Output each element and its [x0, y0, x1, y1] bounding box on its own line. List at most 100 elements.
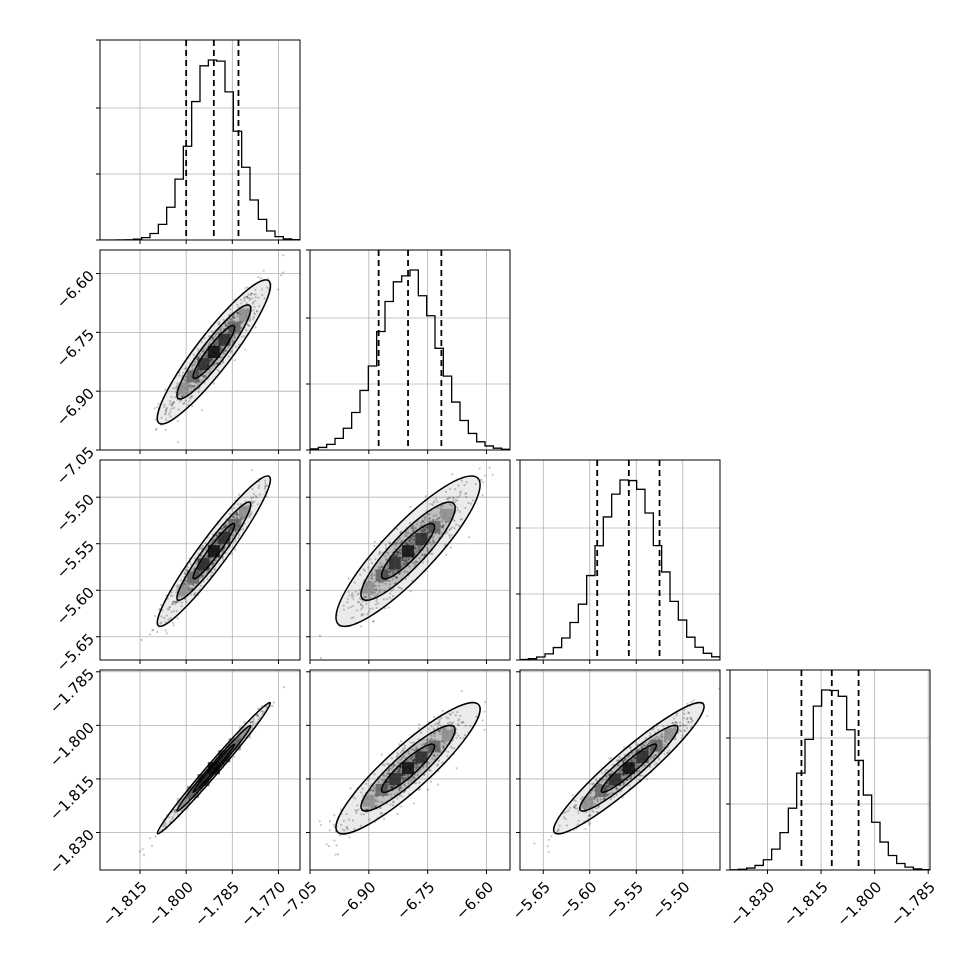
- scatter-point: [172, 610, 175, 613]
- scatter-point: [213, 343, 216, 347]
- scatter-point: [351, 592, 354, 595]
- scatter-point: [423, 553, 426, 557]
- scatter-point: [674, 721, 678, 724]
- scatter-point: [442, 746, 445, 749]
- scatter-point: [426, 526, 429, 529]
- scatter-point: [442, 523, 445, 527]
- scatter-point: [398, 743, 401, 746]
- scatter-point: [400, 805, 403, 808]
- scatter-point: [222, 547, 225, 551]
- scatter-point: [421, 519, 424, 522]
- scatter-point: [271, 704, 274, 707]
- scatter-point: [438, 532, 441, 535]
- scatter-point: [272, 701, 275, 704]
- scatter-point: [546, 845, 549, 848]
- scatter-point: [671, 721, 674, 725]
- scatter-point: [354, 809, 357, 812]
- scatter-point: [617, 771, 620, 774]
- scatter-point: [369, 789, 372, 792]
- scatter-point: [170, 407, 173, 411]
- scatter-point: [149, 837, 152, 840]
- scatter-point: [374, 557, 377, 561]
- scatter-point: [633, 757, 636, 761]
- x-tick-label: −1.800: [833, 878, 885, 930]
- scatter-point: [236, 311, 239, 314]
- scatter-point: [653, 754, 656, 757]
- scatter-point: [389, 786, 392, 789]
- scatter-point: [432, 541, 435, 545]
- scatter-point: [389, 569, 392, 572]
- scatter-point: [445, 743, 448, 746]
- scatter-point: [171, 601, 175, 604]
- density-blocks: [176, 505, 251, 597]
- scatter-point: [403, 562, 406, 565]
- scatter-point: [414, 781, 418, 785]
- scatter-point: [438, 729, 441, 733]
- scatter-point: [607, 785, 611, 788]
- scatter-point: [474, 482, 477, 486]
- scatter-point: [361, 787, 364, 790]
- scatter-point: [433, 500, 436, 503]
- scatter-point: [397, 761, 400, 764]
- scatter-point: [424, 742, 428, 745]
- scatter-point: [397, 769, 401, 773]
- scatter-point: [178, 400, 182, 403]
- scatter-point: [230, 317, 233, 321]
- scatter-point: [197, 356, 200, 359]
- scatter-point: [687, 711, 691, 715]
- scatter-point: [446, 497, 449, 501]
- contour-2: [600, 743, 658, 794]
- scatter-point: [371, 806, 374, 809]
- scatter-point: [392, 572, 395, 575]
- scatter-point: [201, 575, 204, 579]
- scatter-point: [412, 525, 415, 528]
- scatter-point: [392, 785, 395, 788]
- scatter-point: [577, 809, 580, 813]
- scatter-point: [282, 686, 285, 689]
- scatter-point: [362, 813, 365, 816]
- scatter-point: [449, 527, 452, 531]
- scatter-point: [689, 716, 692, 719]
- scatter-point: [232, 516, 235, 519]
- scatter-point: [433, 755, 436, 758]
- scatter-point: [378, 581, 381, 584]
- scatter-point: [250, 496, 253, 500]
- scatter-point: [378, 553, 381, 556]
- scatter-point: [224, 552, 228, 555]
- scatter-point: [609, 797, 612, 801]
- scatter-point: [362, 568, 365, 571]
- scatter-point: [681, 734, 684, 737]
- scatter-point: [200, 370, 203, 373]
- scatter-point: [341, 828, 345, 831]
- scatter-point: [448, 713, 451, 716]
- scatter-point: [601, 772, 604, 775]
- scatter-point: [633, 756, 636, 760]
- scatter-point: [683, 729, 686, 732]
- scatter-point: [397, 552, 400, 555]
- scatter-point: [373, 773, 376, 776]
- scatter-point: [182, 394, 185, 397]
- scatter-point: [167, 413, 170, 416]
- scatter-point: [459, 714, 462, 717]
- contour-1: [176, 724, 252, 812]
- scatter-point: [203, 356, 206, 359]
- scatter-point: [448, 721, 452, 724]
- scatter-point: [634, 762, 638, 765]
- scatter-point: [173, 810, 177, 814]
- scatter-point: [196, 348, 200, 351]
- scatter-point: [576, 823, 579, 826]
- scatter-point: [327, 845, 331, 848]
- scatter-point: [373, 595, 377, 598]
- scatter-point: [251, 501, 254, 505]
- scatter-point: [398, 586, 402, 589]
- scatter-point: [342, 604, 345, 607]
- scatter-point: [387, 770, 390, 773]
- scatter-point: [433, 715, 436, 719]
- scatter-point: [635, 765, 639, 768]
- scatter-point: [236, 503, 240, 506]
- scatter-point: [164, 413, 167, 416]
- scatter-point: [353, 827, 356, 831]
- x-tick-label: −6.60: [452, 878, 497, 923]
- scatter-point: [629, 746, 632, 749]
- scatter-point: [203, 374, 206, 377]
